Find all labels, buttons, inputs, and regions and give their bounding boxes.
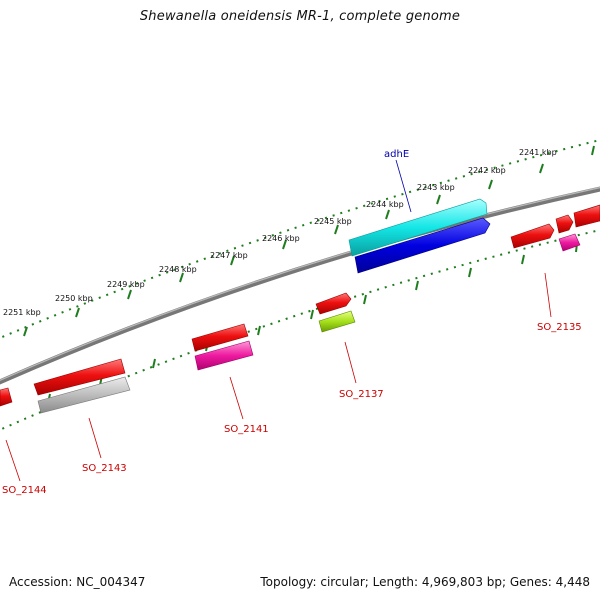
tick-label: 2249 kbp [107, 280, 145, 289]
feature-SO_2143-cds[interactable] [37, 376, 131, 414]
feature-SO_2135-gene[interactable] [510, 223, 555, 249]
genome-backbone [0, 186, 600, 385]
tick-label: 2243 kbp [417, 183, 455, 192]
tick-label: 2241 kbp [519, 148, 557, 157]
feature-SO_2135-cds[interactable] [558, 233, 581, 252]
feature-SO_2141-cds[interactable] [194, 340, 254, 371]
feature-gene-right-edge[interactable] [573, 204, 600, 228]
page-title: Shewanella oneidensis MR-1, complete gen… [139, 9, 461, 24]
gene-label-SO_2135[interactable]: SO_2135 [537, 322, 582, 333]
feature-SO_2144-gene[interactable] [0, 387, 13, 407]
gene-label-SO_2137[interactable]: SO_2137 [339, 389, 384, 400]
feature-adhE-cds[interactable] [354, 217, 491, 274]
tick-label: 2246 kbp [262, 234, 300, 243]
outer-major-ticks [23, 145, 595, 337]
feature-SO_2137-gene[interactable] [315, 292, 352, 315]
tick-labels: 2241 kbp 2242 kbp 2243 kbp 2244 kbp 2245… [3, 148, 557, 317]
tick-label: 2245 kbp [314, 217, 352, 226]
tick-label: 2244 kbp [366, 200, 404, 209]
outer-tick-ring [0, 139, 600, 339]
label-leaders [5, 159, 552, 482]
feature-labels: adhE SO_2135 SO_2137 SO_2141 SO_2143 SO_… [2, 149, 582, 496]
tick-label: 2247 kbp [210, 251, 248, 260]
feature-SO_2143-gene[interactable] [33, 358, 126, 396]
genome-backbone-highlight [0, 186, 600, 382]
tick-label: 2251 kbp [3, 308, 41, 317]
accession-text: Accession: NC_004347 [9, 575, 146, 589]
tick-label: 2250 kbp [55, 294, 93, 303]
feature-gene-right-small[interactable] [555, 214, 574, 234]
inner-tick-ring [0, 229, 600, 431]
feature-adhE-gene[interactable] [348, 198, 488, 257]
gene-label-SO_2144[interactable]: SO_2144 [2, 485, 47, 496]
genome-info-text: Topology: circular; Length: 4,969,803 bp… [260, 575, 590, 589]
feature-SO_2141-gene[interactable] [191, 323, 249, 352]
gene-label-adhE[interactable]: adhE [384, 149, 409, 160]
gene-label-SO_2143[interactable]: SO_2143 [82, 463, 127, 474]
tick-label: 2248 kbp [159, 265, 197, 274]
gene-label-SO_2141[interactable]: SO_2141 [224, 424, 269, 435]
feature-SO_2137-cds[interactable] [318, 310, 356, 333]
tick-label: 2242 kbp [468, 166, 506, 175]
